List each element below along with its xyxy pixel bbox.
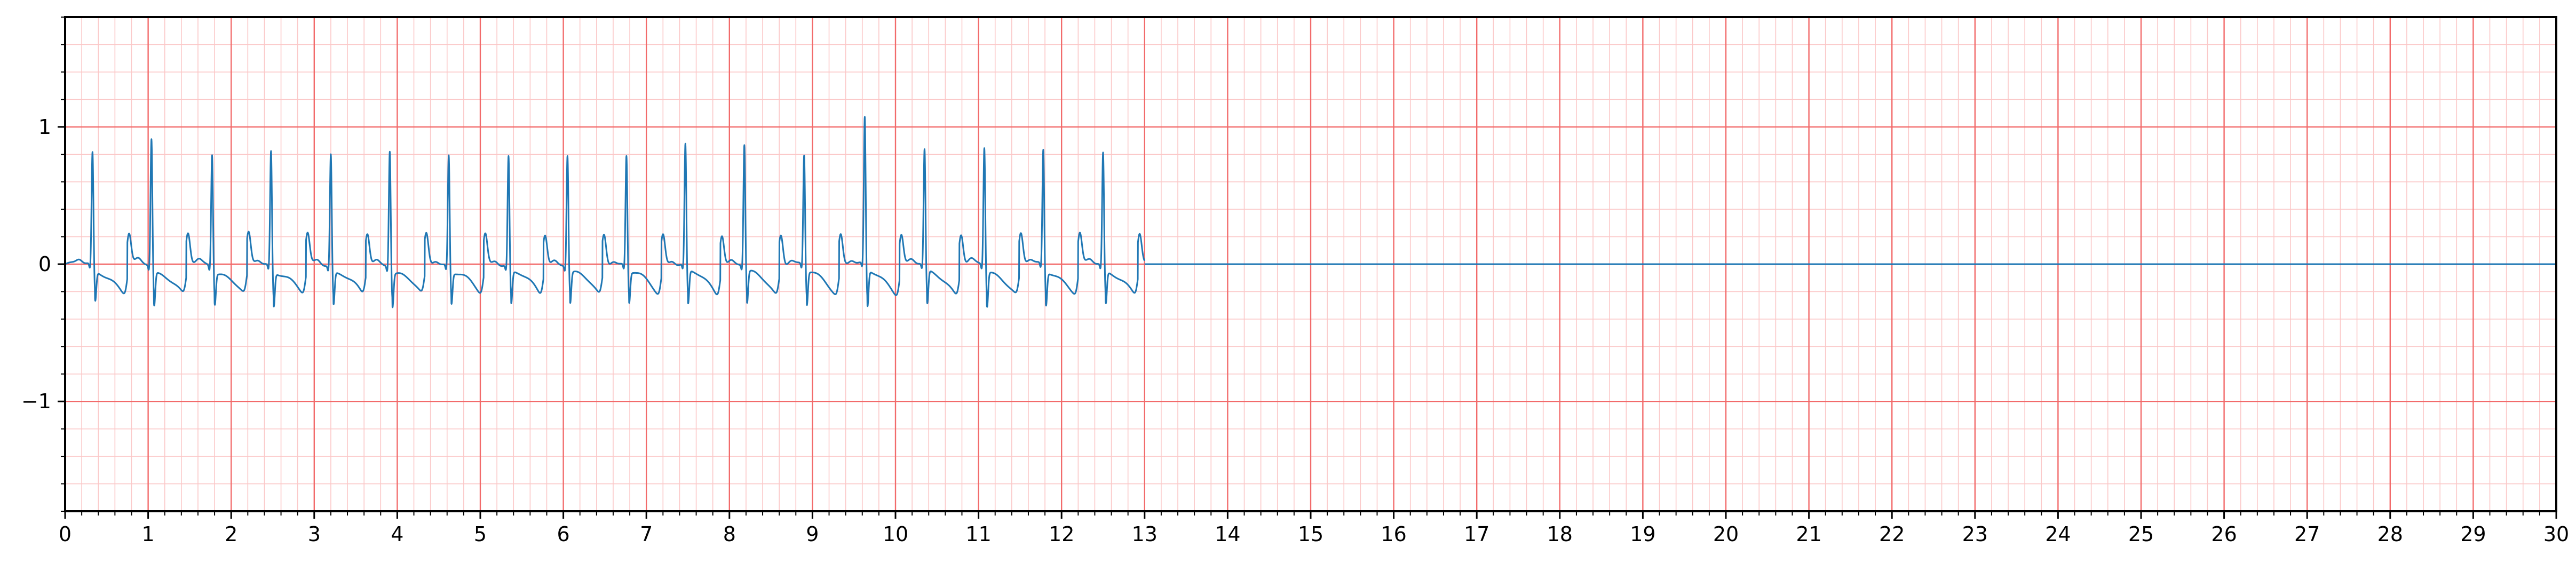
- x-tick-label: 15: [1298, 522, 1323, 546]
- y-axis-ticks: [58, 17, 65, 512]
- x-tick-label: 16: [1381, 522, 1406, 546]
- y-tick-label: −1: [21, 390, 51, 413]
- x-tick-label: 27: [2294, 522, 2320, 546]
- x-tick-label: 7: [640, 522, 653, 546]
- x-tick-label: 18: [1547, 522, 1573, 546]
- y-axis-tick-labels: −1 0 1: [21, 115, 51, 413]
- x-tick-label: 12: [1049, 522, 1074, 546]
- y-tick-label: 0: [38, 252, 51, 276]
- x-tick-label: 26: [2211, 522, 2237, 546]
- x-tick-label: 5: [474, 522, 487, 546]
- x-tick-label: 24: [2045, 522, 2071, 546]
- x-tick-label: 4: [391, 522, 403, 546]
- x-tick-label: 2: [225, 522, 237, 546]
- x-tick-label: 14: [1215, 522, 1240, 546]
- x-tick-label: 20: [1713, 522, 1739, 546]
- x-tick-label: 0: [59, 522, 72, 546]
- x-axis-tick-labels: 0 1 2 3 4 5 6 7 8 9 10 11 12 13 14 15 16 17 18 19 20 21 22 23 24…: [59, 522, 2569, 546]
- x-tick-label: 6: [557, 522, 570, 546]
- x-tick-label: 1: [142, 522, 155, 546]
- x-tick-label: 17: [1464, 522, 1489, 546]
- x-tick-label: 13: [1132, 522, 1158, 546]
- x-tick-label: 10: [883, 522, 908, 546]
- x-tick-label: 25: [2128, 522, 2154, 546]
- y-tick-label: 1: [38, 115, 51, 139]
- x-tick-label: 21: [1796, 522, 1821, 546]
- x-tick-label: 19: [1630, 522, 1655, 546]
- x-tick-label: 11: [965, 522, 991, 546]
- x-axis-ticks: [64, 511, 2557, 519]
- x-tick-label: 29: [2460, 522, 2486, 546]
- x-tick-label: 9: [806, 522, 819, 546]
- x-tick-label: 28: [2377, 522, 2403, 546]
- x-tick-label: 23: [1962, 522, 1988, 546]
- x-tick-label: 22: [1879, 522, 1905, 546]
- x-tick-label: 30: [2543, 522, 2569, 546]
- x-tick-label: 8: [723, 522, 736, 546]
- x-tick-label: 3: [308, 522, 321, 546]
- ecg-trace: [64, 116, 1146, 308]
